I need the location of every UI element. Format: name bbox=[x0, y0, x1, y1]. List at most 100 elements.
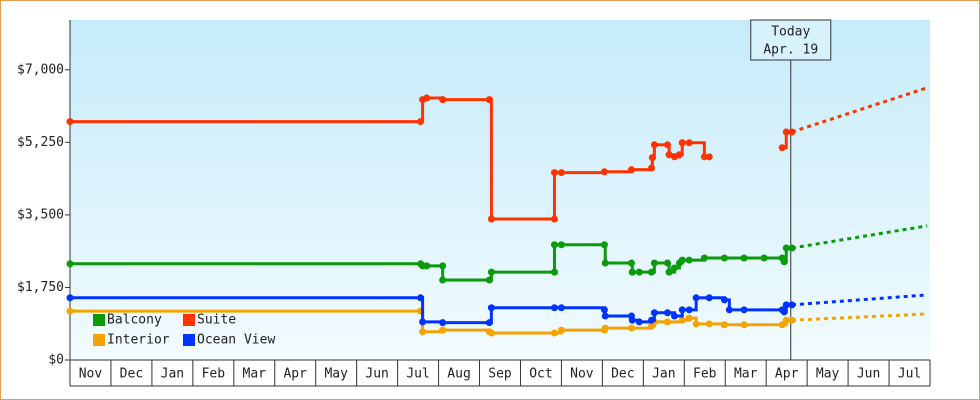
price-point bbox=[678, 316, 686, 324]
price-point bbox=[675, 151, 683, 159]
price-point bbox=[419, 328, 427, 336]
today-date: Apr. 19 bbox=[763, 43, 818, 58]
price-point bbox=[692, 294, 700, 302]
price-point bbox=[66, 294, 74, 302]
price-point bbox=[487, 268, 495, 276]
price-point bbox=[650, 259, 658, 267]
price-point bbox=[635, 268, 643, 276]
y-tick-label: $5,250 bbox=[17, 135, 64, 150]
legend-swatch bbox=[93, 334, 105, 346]
price-point bbox=[550, 329, 558, 337]
legend-swatch bbox=[183, 314, 195, 326]
price-point bbox=[720, 321, 728, 329]
price-point bbox=[66, 118, 74, 126]
x-tick-label: Apr bbox=[775, 367, 799, 382]
price-point bbox=[439, 276, 447, 284]
y-tick-label: $0 bbox=[48, 353, 64, 368]
price-point bbox=[780, 308, 788, 316]
price-point bbox=[628, 316, 636, 324]
x-tick-label: Sep bbox=[488, 367, 512, 382]
price-point bbox=[678, 306, 686, 314]
x-tick-label: Jul bbox=[898, 367, 921, 382]
x-tick-label: May bbox=[816, 367, 840, 382]
price-point bbox=[780, 258, 788, 266]
price-point bbox=[725, 306, 733, 314]
price-point bbox=[663, 259, 671, 267]
x-tick-label: Nov bbox=[79, 367, 103, 382]
price-point bbox=[648, 154, 656, 162]
price-point bbox=[678, 139, 686, 147]
price-point bbox=[600, 241, 608, 249]
price-point bbox=[665, 268, 673, 276]
price-point bbox=[650, 309, 658, 317]
price-step bbox=[442, 328, 491, 332]
series-1 bbox=[66, 86, 928, 223]
x-tick-label: Jan bbox=[161, 367, 184, 382]
price-point bbox=[557, 304, 565, 312]
price-point bbox=[685, 256, 693, 264]
price-point bbox=[550, 241, 558, 249]
price-point bbox=[417, 118, 425, 126]
x-tick-label: Oct bbox=[529, 367, 552, 382]
price-point bbox=[705, 320, 713, 328]
y-tick-label: $3,500 bbox=[17, 207, 64, 222]
price-point bbox=[782, 301, 790, 309]
price-point bbox=[663, 318, 671, 326]
price-point bbox=[627, 259, 635, 267]
price-point bbox=[670, 264, 678, 272]
price-point bbox=[487, 329, 495, 337]
price-point bbox=[778, 321, 786, 329]
price-point bbox=[439, 326, 447, 334]
y-tick-label: $7,000 bbox=[17, 62, 64, 77]
price-point bbox=[439, 262, 447, 270]
price-point bbox=[601, 259, 609, 267]
today-box bbox=[750, 19, 832, 61]
price-step bbox=[689, 141, 706, 157]
legend-label: Ocean View bbox=[197, 333, 275, 348]
price-point bbox=[678, 256, 686, 264]
price-point bbox=[650, 141, 658, 149]
x-tick-label: Nov bbox=[570, 367, 594, 382]
price-point bbox=[66, 307, 74, 315]
price-point bbox=[705, 294, 713, 302]
price-point bbox=[423, 262, 431, 270]
series-3 bbox=[66, 293, 928, 327]
price-point bbox=[485, 276, 493, 284]
price-point bbox=[627, 166, 635, 174]
price-point bbox=[550, 169, 558, 177]
price-point bbox=[720, 296, 728, 304]
x-tick-label: Mar bbox=[734, 367, 758, 382]
price-point bbox=[550, 304, 558, 312]
price-point bbox=[600, 306, 608, 314]
price-point bbox=[423, 94, 431, 102]
price-point bbox=[601, 324, 609, 332]
price-point bbox=[663, 141, 671, 149]
price-point bbox=[439, 96, 447, 104]
price-point bbox=[692, 320, 700, 328]
price-point bbox=[648, 164, 656, 172]
price-point bbox=[685, 306, 693, 314]
price-point bbox=[557, 326, 565, 334]
price-point bbox=[439, 319, 447, 327]
price-point bbox=[665, 151, 673, 159]
x-tick-label: Aug bbox=[447, 367, 470, 382]
x-tick-label: Feb bbox=[202, 367, 226, 382]
price-point bbox=[700, 153, 708, 161]
price-point bbox=[550, 215, 558, 223]
legend-swatch bbox=[93, 314, 105, 326]
forecast-line bbox=[791, 224, 928, 250]
price-point bbox=[782, 128, 790, 136]
price-point bbox=[487, 304, 495, 312]
price-point bbox=[648, 268, 656, 276]
price-point bbox=[628, 268, 636, 276]
today-label: Today bbox=[771, 25, 810, 40]
legend-label: Balcony bbox=[107, 313, 162, 328]
x-tick-label: May bbox=[324, 367, 348, 382]
price-point bbox=[66, 260, 74, 268]
x-tick-label: Mar bbox=[243, 367, 267, 382]
price-point bbox=[648, 316, 656, 324]
price-point bbox=[685, 314, 693, 322]
price-point bbox=[557, 241, 565, 249]
price-point bbox=[782, 244, 790, 252]
